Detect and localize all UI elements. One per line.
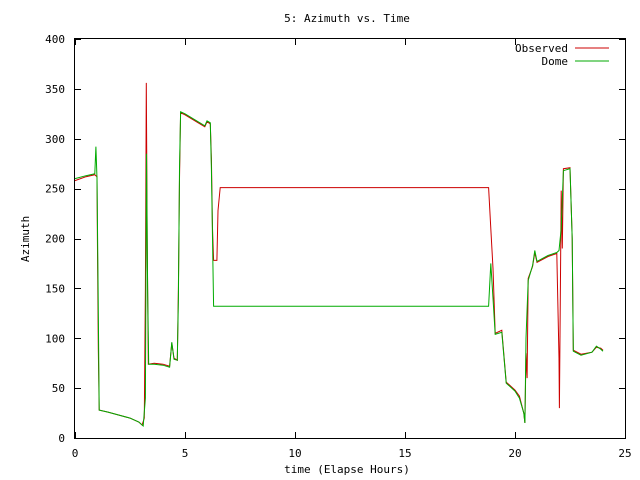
y-tick-label: 0 bbox=[58, 432, 65, 445]
series-line-dome bbox=[74, 111, 604, 428]
legend-label-dome: Dome bbox=[542, 55, 569, 68]
series-line-observed bbox=[74, 82, 604, 426]
x-axis-label: time (Elapse Hours) bbox=[284, 463, 410, 476]
x-tick-label: 20 bbox=[508, 447, 521, 460]
x-tick-label: 15 bbox=[398, 447, 411, 460]
x-tick-label: 0 bbox=[72, 447, 79, 460]
series-group bbox=[74, 82, 604, 428]
x-tick-label: 25 bbox=[618, 447, 631, 460]
chart-title: 5: Azimuth vs. Time bbox=[284, 12, 410, 25]
legend: Observed Dome bbox=[515, 42, 609, 68]
y-tick-label: 400 bbox=[45, 33, 65, 46]
y-tick-label: 250 bbox=[45, 183, 65, 196]
x-tick-label: 10 bbox=[288, 447, 301, 460]
y-tick-label: 150 bbox=[45, 282, 65, 295]
y-tick-label: 50 bbox=[52, 382, 65, 395]
legend-label-observed: Observed bbox=[515, 42, 568, 55]
y-axis-label: Azimuth bbox=[19, 216, 32, 262]
x-tick-label: 5 bbox=[182, 447, 189, 460]
y-tick-label: 200 bbox=[45, 233, 65, 246]
y-tick-label: 300 bbox=[45, 133, 65, 146]
plot-frame bbox=[74, 38, 626, 439]
y-tick-label: 100 bbox=[45, 332, 65, 345]
y-tick-label: 350 bbox=[45, 83, 65, 96]
